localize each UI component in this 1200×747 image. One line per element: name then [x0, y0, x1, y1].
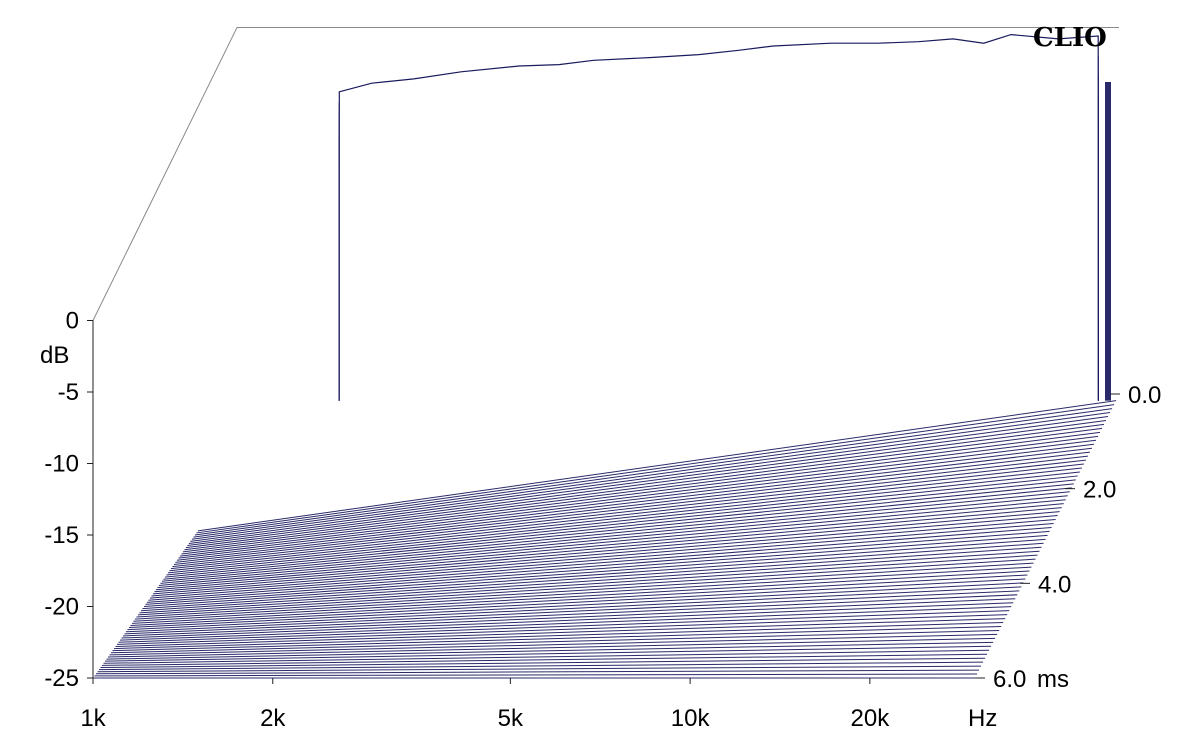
floor-hatch-line	[184, 435, 1099, 551]
x-tick-label: 2k	[260, 705, 286, 732]
floor-hatch-line	[95, 669, 980, 675]
z-tick-label: 0.0	[1128, 382, 1161, 409]
floor-hatch-line	[142, 546, 1042, 610]
floor-hatch-line	[107, 637, 996, 658]
floor-hatch-line	[164, 487, 1072, 578]
floor-hatch-line	[154, 515, 1058, 593]
floor-hatch-line	[113, 622, 1004, 650]
floor-hatch-line	[175, 459, 1086, 563]
floor-hatch-line	[106, 641, 994, 660]
floor-hatch-line	[116, 614, 1008, 645]
floor-hatch-line	[119, 606, 1012, 641]
floor-hatch-line	[179, 447, 1092, 557]
decay-slice	[338, 33, 1099, 401]
floor-hatch-line	[94, 673, 978, 677]
floor-hatch-line	[130, 578, 1026, 626]
floor-hatch-line	[136, 562, 1034, 618]
floor-hatch-line	[125, 590, 1020, 633]
floor-hatch-line	[190, 419, 1107, 542]
floor-hatch-line	[176, 455, 1088, 561]
floor-hatch-line	[158, 503, 1064, 586]
floor-hatch-line	[169, 475, 1078, 572]
floor-hatch-line	[118, 610, 1010, 643]
y-tick-label: -25	[44, 665, 79, 692]
floor-hatch-line	[98, 661, 984, 671]
floor-hatch-line	[172, 467, 1082, 568]
floor-hatch-line	[128, 582, 1024, 629]
y-tick-label: -5	[58, 379, 79, 406]
floor-hatch-line	[101, 653, 988, 666]
floor-hatch-line	[134, 566, 1032, 620]
floor-hatch-line	[133, 570, 1030, 622]
decay-slices	[338, 33, 1099, 401]
floor-hatch-line	[103, 649, 990, 664]
floor-hatch-line	[131, 574, 1028, 624]
y-tick-label: -20	[44, 594, 79, 621]
floor-hatch-line	[185, 431, 1101, 549]
floor-hatch-line	[146, 534, 1048, 603]
floor-hatch-line	[155, 511, 1060, 591]
y-tick-label: 0	[66, 308, 79, 335]
floor-hatch-line	[143, 542, 1044, 608]
floor-hatch-line	[173, 463, 1084, 565]
floor-hatch-line	[152, 519, 1056, 595]
floor-hatch-line	[151, 522, 1054, 597]
floor-hatch-line	[191, 416, 1109, 540]
floor-hatch-line	[112, 625, 1002, 652]
floor-hatch-line	[140, 550, 1040, 612]
floor-hatch-line	[145, 538, 1046, 605]
z-tick-label: 2.0	[1083, 477, 1116, 504]
x-tick-label: 1k	[80, 705, 106, 732]
y-tick-label: -10	[44, 451, 79, 478]
x-tick-label: 10k	[671, 705, 711, 732]
back-frame-line	[92, 27, 1119, 321]
floor-hatch-line	[137, 558, 1036, 616]
floor-hatch-line	[181, 443, 1095, 555]
floor-hatch-line	[193, 412, 1111, 538]
chart-floor	[93, 82, 1117, 679]
floor-hatch-line	[167, 479, 1076, 574]
y-tick-label: -15	[44, 522, 79, 549]
floor-hatch-line	[161, 495, 1068, 582]
floor-hatch-line	[124, 594, 1018, 635]
x-axis-unit-label: Hz	[968, 705, 997, 732]
floor-hatch-line	[148, 530, 1050, 601]
floor-hatch-line	[196, 404, 1115, 534]
x-tick-label: 20k	[851, 705, 891, 732]
floor-hatch-line	[157, 507, 1062, 589]
floor-hatch-line	[110, 629, 1000, 654]
z-tick-label: 6.0	[993, 666, 1026, 693]
x-tick-label: 5k	[498, 705, 524, 732]
floor-hatch-line	[188, 423, 1105, 544]
floor-hatch-line	[149, 526, 1052, 599]
time-zero-bar	[1105, 82, 1111, 401]
floor-hatch-line	[197, 400, 1117, 532]
y-axis-unit-label: dB	[40, 342, 69, 369]
z-axis-unit-label: ms	[1037, 666, 1069, 693]
floor-hatch-line	[122, 598, 1016, 637]
floor-hatch-line	[104, 645, 992, 662]
floor-hatch-line	[109, 633, 998, 656]
floor-hatch-line	[166, 483, 1074, 576]
floor-hatch-line	[97, 665, 982, 673]
floor-hatch-line	[121, 602, 1014, 639]
floor-hatch-line	[160, 499, 1066, 584]
z-tick-label: 4.0	[1038, 571, 1071, 598]
floor-hatch-line	[187, 427, 1103, 547]
floor-hatch-line	[182, 439, 1097, 553]
floor-hatch-line	[170, 471, 1080, 570]
floor-hatch-line	[115, 618, 1006, 647]
floor-hatch-line	[163, 491, 1070, 580]
floor-hatch-line	[100, 657, 986, 668]
floor-hatch-line	[139, 554, 1038, 614]
floor-hatch-line	[194, 408, 1113, 536]
clio-brand-label: CLIO	[1033, 23, 1107, 53]
floor-hatch-line	[127, 586, 1022, 631]
floor-hatch-line	[178, 451, 1090, 559]
